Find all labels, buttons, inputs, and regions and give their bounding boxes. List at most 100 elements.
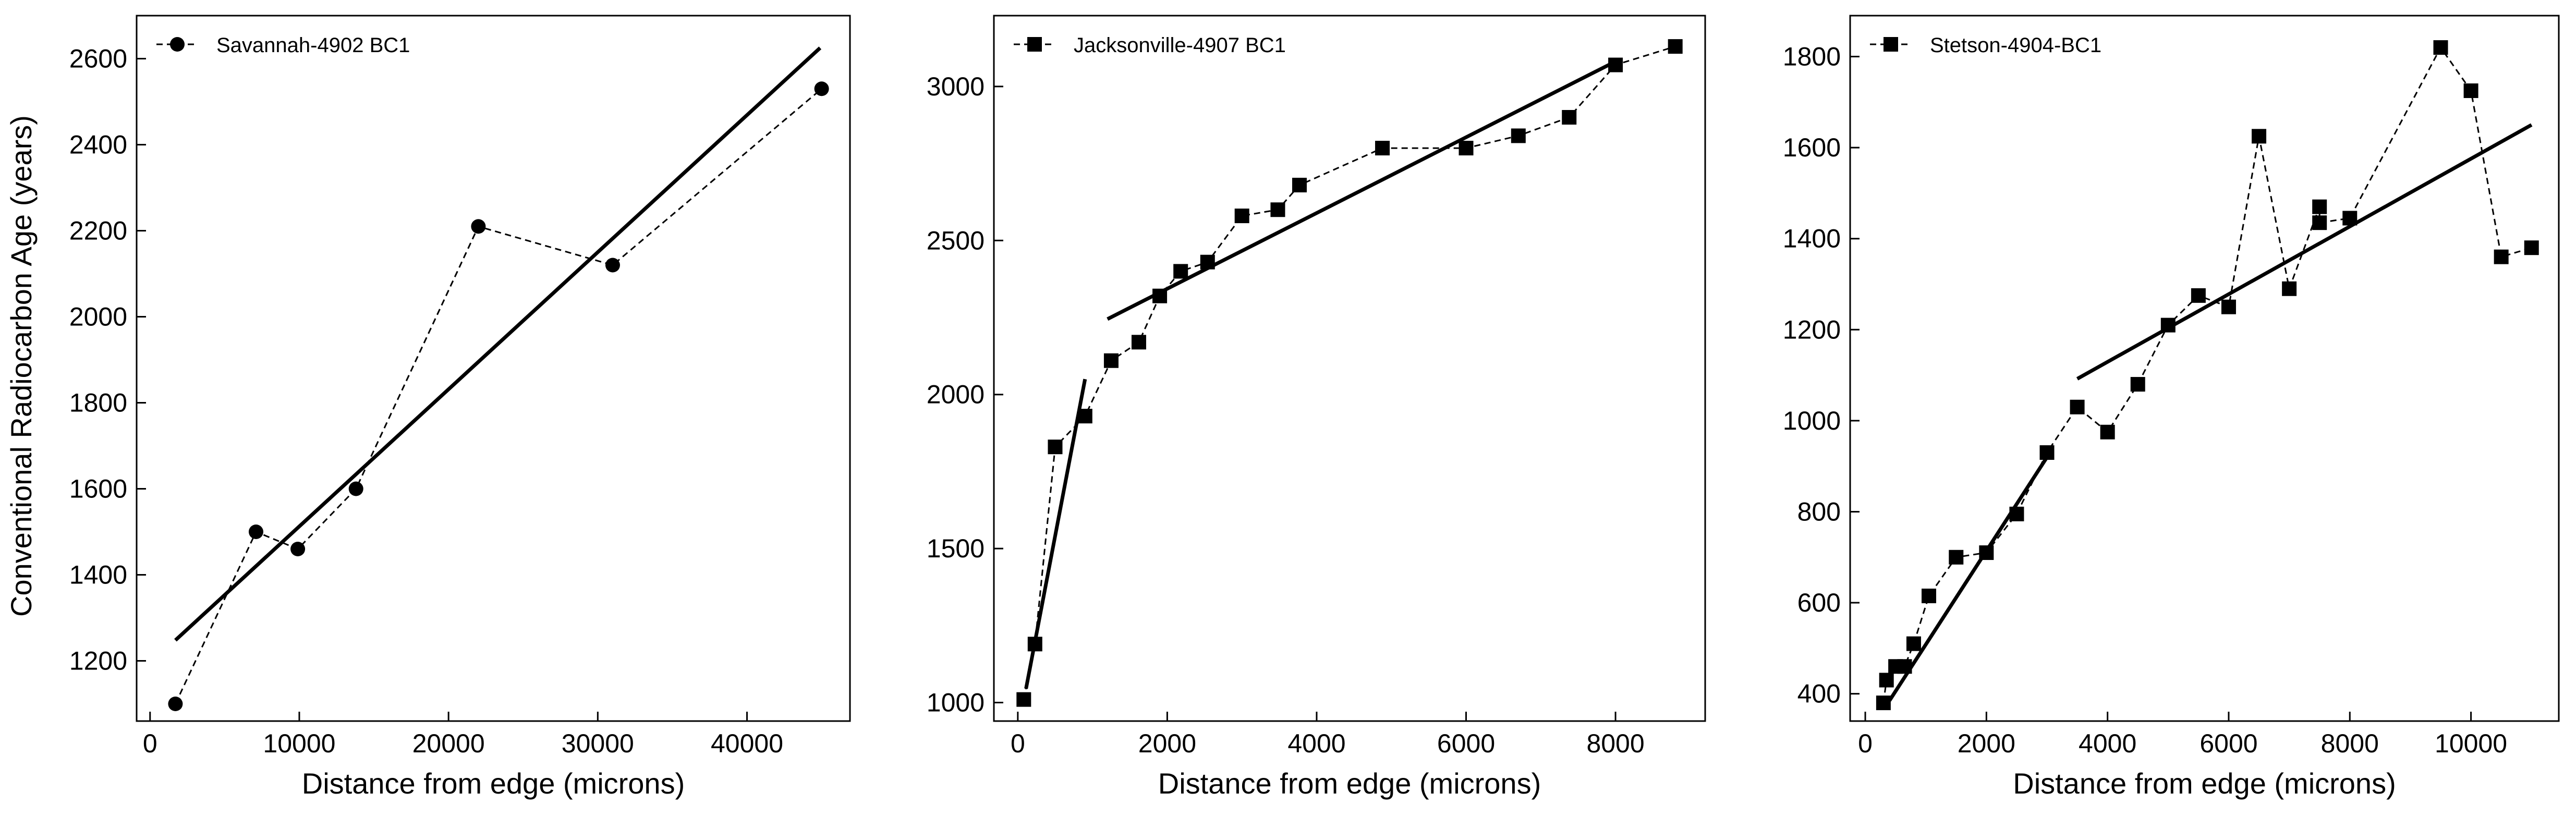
y-tick-label: 600 <box>1797 588 1841 617</box>
x-axis-label: Distance from edge (microns) <box>1158 767 1541 800</box>
data-point <box>2433 40 2448 55</box>
data-point <box>1103 353 1119 368</box>
legend-label: Stetson-4904-BC1 <box>1930 34 2101 57</box>
data-point <box>2342 211 2358 226</box>
data-point <box>290 542 306 556</box>
y-tick-label: 2000 <box>927 380 985 409</box>
y-tick-label: 1600 <box>69 474 127 504</box>
data-point <box>2039 445 2055 460</box>
x-tick-label: 4000 <box>2079 729 2136 758</box>
plot-frame <box>993 15 1706 722</box>
y-tick-label: 2600 <box>69 44 127 74</box>
series-line-savannah <box>175 88 822 704</box>
data-point <box>348 481 363 496</box>
y-tick-label: 1000 <box>927 688 985 717</box>
x-tick-label: 2000 <box>1138 729 1196 758</box>
y-tick-label: 2200 <box>69 216 127 246</box>
legend-label: Savannah-4902 BC1 <box>216 34 410 57</box>
x-axis-label: Distance from edge (microns) <box>2013 767 2396 800</box>
data-point <box>1027 637 1042 652</box>
x-tick-label: 8000 <box>1586 729 1644 758</box>
data-point <box>1876 696 1891 711</box>
y-tick-label: 400 <box>1797 679 1841 709</box>
data-point <box>471 219 486 234</box>
fit-line <box>2076 123 2533 381</box>
data-point <box>2463 83 2478 99</box>
y-tick-label: 800 <box>1797 497 1841 526</box>
y-tick-label: 2500 <box>927 226 985 255</box>
y-tick-label: 1400 <box>1783 224 1841 253</box>
y-tick-label: 1200 <box>1783 315 1841 344</box>
data-point <box>2282 281 2297 296</box>
plot-frame <box>1849 15 2560 722</box>
series-line-stetson <box>1882 46 2532 703</box>
y-tick-label: 1200 <box>69 647 127 676</box>
data-point <box>2130 377 2145 392</box>
x-axis-label: Distance from edge (microns) <box>302 767 685 800</box>
data-point <box>1979 545 1994 560</box>
legend-marker <box>170 37 185 52</box>
data-point <box>1949 550 1964 565</box>
y-tick-label: 1800 <box>1783 42 1841 71</box>
y-tick-label: 1500 <box>927 534 985 563</box>
data-point <box>2009 506 2024 521</box>
data-point <box>2524 240 2539 255</box>
data-point <box>248 525 263 539</box>
data-point <box>2221 299 2236 314</box>
data-point <box>1906 636 1921 651</box>
x-tick-label: 6000 <box>1437 729 1495 758</box>
data-point <box>1048 440 1063 455</box>
data-point <box>1016 692 1031 707</box>
data-point <box>2160 318 2176 333</box>
x-tick-label: 10000 <box>2435 729 2507 758</box>
fit-line <box>1107 62 1613 321</box>
data-point <box>2312 215 2327 230</box>
x-tick-label: 10000 <box>263 729 335 758</box>
panel-savannah: 0 10000 20000 30000 40000 1200 1400 1600 1800 200… <box>69 15 851 800</box>
data-point <box>1459 141 1474 156</box>
data-point <box>1200 254 1215 270</box>
legend-marker <box>1027 37 1042 52</box>
legend-marker <box>1884 37 1898 52</box>
data-point <box>1077 409 1092 424</box>
y-tick-label: 2400 <box>69 130 127 160</box>
data-point <box>1608 57 1623 72</box>
y-axis-label: Conventional Radiocarbon Age (years) <box>5 115 38 617</box>
data-point <box>1292 177 1307 192</box>
x-tick-label: 30000 <box>562 729 634 758</box>
data-point <box>814 81 829 96</box>
x-tick-label: 40000 <box>711 729 783 758</box>
x-tick-label: 2000 <box>1958 729 2015 758</box>
x-tick-label: 20000 <box>412 729 485 758</box>
data-point <box>2191 288 2206 303</box>
y-tick-label: 2000 <box>69 302 127 332</box>
y-tick-label: 1600 <box>1783 133 1841 162</box>
data-point <box>1152 288 1168 303</box>
fit-line <box>174 46 822 642</box>
data-point <box>1562 109 1577 125</box>
x-tick-label: 6000 <box>2200 729 2257 758</box>
data-point <box>1375 141 1390 156</box>
x-tick-label: 0 <box>1858 729 1873 758</box>
data-point <box>168 697 183 711</box>
plot-frame <box>136 15 851 722</box>
panel-jacksonville: 0 2000 4000 6000 8000 1000 1500 2000 2500 3000 Dis… <box>927 15 1706 800</box>
x-tick-label: 4000 <box>1287 729 1345 758</box>
y-tick-label: 3000 <box>927 72 985 101</box>
y-tick-label: 1400 <box>69 560 127 590</box>
data-point <box>2252 129 2267 144</box>
x-tick-label: 0 <box>143 729 157 758</box>
x-tick-label: 0 <box>1011 729 1025 758</box>
data-point <box>2312 199 2327 214</box>
fit-line <box>1888 452 2052 702</box>
y-tick-label: 1800 <box>69 388 127 418</box>
data-point <box>1234 209 1249 224</box>
data-point <box>1173 264 1188 279</box>
panel-stetson: 0 2000 4000 6000 8000 10000 400 600 800 1000 1200 1… <box>1783 15 2560 800</box>
data-point <box>2494 249 2509 264</box>
data-point <box>1879 673 1894 688</box>
data-point <box>1511 128 1526 143</box>
data-point <box>1131 335 1146 350</box>
series-line-jacksonville <box>1023 45 1676 700</box>
